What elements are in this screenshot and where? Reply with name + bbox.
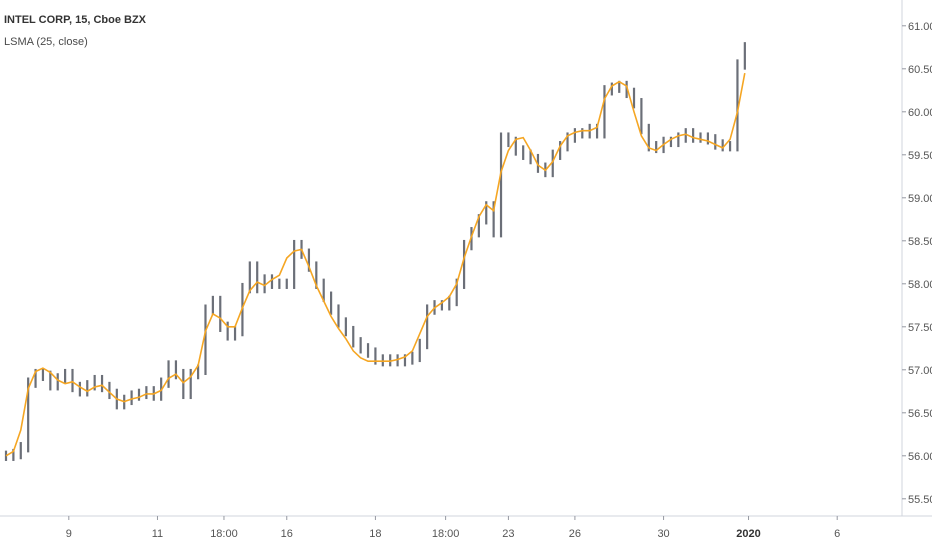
time-tick-label: 11 (152, 528, 163, 540)
time-tick-label: 2020 (736, 528, 760, 540)
price-tick-label: 56.50 (908, 408, 932, 420)
price-tick-label: 59.00 (908, 193, 932, 205)
price-tick-label: 61.00 (908, 21, 932, 33)
price-tick-label: 57.00 (908, 365, 932, 377)
price-tick-label: 55.50 (908, 494, 932, 506)
time-tick-label: 23 (502, 528, 514, 540)
time-tick-label: 18:00 (432, 528, 460, 540)
time-tick-label: 18:00 (210, 528, 238, 540)
time-tick-label: 16 (281, 528, 293, 540)
price-tick-label: 58.00 (908, 279, 932, 291)
price-tick-label: 57.50 (908, 322, 932, 334)
time-tick-label: 6 (834, 528, 840, 540)
time-axis[interactable]: 9 11 18:00 16 18 18:00 23 26 30 2020 6 (66, 516, 841, 540)
price-tick-label: 59.50 (908, 150, 932, 162)
symbol-title[interactable]: INTEL CORP, 15, Cboe BZX (4, 14, 147, 26)
indicator-label[interactable]: LSMA (25, close) (4, 36, 88, 48)
time-tick-label: 26 (569, 528, 581, 540)
time-tick-label: 30 (657, 528, 669, 540)
time-tick-label: 9 (66, 528, 72, 540)
price-series (4, 42, 746, 461)
price-tick-label: 58.50 (908, 236, 932, 248)
price-tick-label: 60.00 (908, 107, 932, 119)
price-tick-label: 56.00 (908, 451, 932, 463)
lsma-line (5, 72, 746, 457)
time-tick-label: 18 (369, 528, 381, 540)
price-tick-label: 60.50 (908, 64, 932, 76)
price-axis[interactable]: 61.00 60.50 60.00 59.50 59.00 58.50 58.00 57.50… (902, 21, 932, 506)
